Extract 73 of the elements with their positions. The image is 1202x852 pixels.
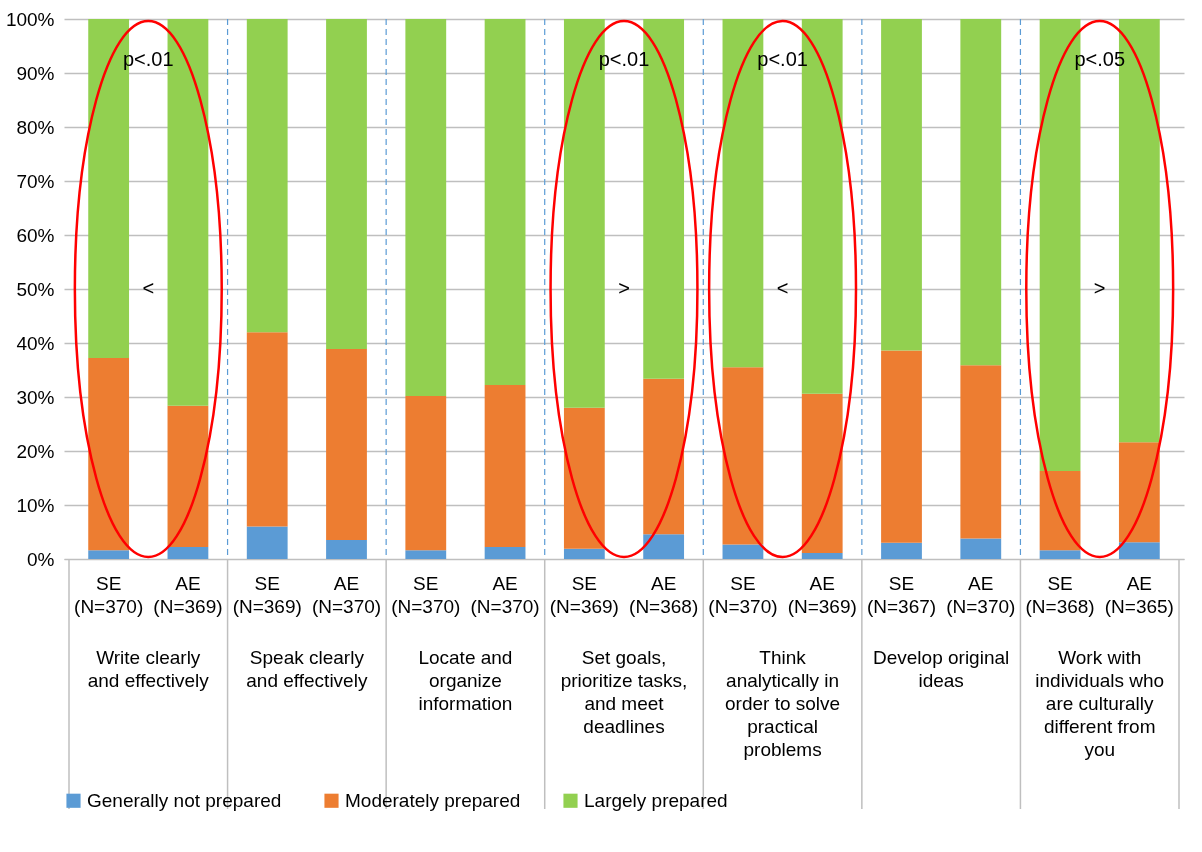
bar: [1039, 470, 1081, 551]
bar: [246, 526, 288, 559]
text: Speak clearly and effectively: [246, 647, 368, 691]
text: Locate and organize information: [418, 647, 513, 714]
bar: [326, 19, 367, 349]
bar: [960, 365, 1002, 539]
x-tick-label: AE (N=369): [153, 573, 223, 617]
bar: [563, 548, 605, 559]
y-tick-label: 80%: [16, 116, 55, 138]
bar: [326, 348, 367, 541]
y-tick-label: 50%: [16, 278, 55, 300]
y-tick-label: 30%: [16, 386, 55, 408]
y-tick-label: 20%: [16, 440, 55, 462]
text: Think analytically in order to solve practical problems: [725, 647, 841, 760]
text: Work with individuals who are culturally different from you: [1035, 647, 1165, 760]
x-tick-label: AE (N=369): [787, 573, 857, 617]
legend-label: Generally not prepared: [87, 789, 282, 811]
x-tick-label: AE (N=368): [629, 573, 699, 617]
y-tick-label: 70%: [16, 170, 55, 192]
bar: [643, 378, 685, 535]
bar: [1118, 442, 1160, 543]
bar: [722, 367, 764, 545]
bar: [484, 385, 526, 548]
x-tick-label: SE (N=368): [1025, 573, 1095, 617]
bar: [246, 332, 288, 527]
bar: [167, 405, 209, 548]
x-tick-label: SE (N=369): [549, 573, 619, 617]
bar: [88, 550, 130, 559]
x-tick-label: SE (N=367): [866, 573, 937, 617]
bar: [801, 393, 843, 554]
x-tick-label: SE (N=370): [74, 573, 144, 617]
legend-label: Moderately prepared: [345, 789, 521, 811]
text: Set goals, prioritize tasks, and meet deadlines: [560, 647, 688, 737]
x-tick-label: AE (N=370): [311, 573, 382, 617]
bar: [881, 19, 922, 351]
annotation: >: [618, 277, 630, 299]
bar: [326, 540, 367, 559]
bar: [643, 534, 685, 559]
bar: [801, 553, 843, 559]
bar: [1118, 542, 1160, 559]
bar: [484, 547, 526, 559]
bar: [881, 542, 922, 559]
y-tick-label: 100%: [5, 8, 55, 30]
bar: [405, 550, 447, 559]
annotation: <: [142, 277, 155, 299]
x-tick-label: SE (N=369): [232, 573, 302, 617]
bar: [722, 544, 764, 559]
bar: [167, 547, 209, 559]
x-tick-label: SE (N=370): [391, 573, 461, 617]
y-tick-label: 0%: [27, 548, 55, 570]
x-tick-label: AE (N=370): [946, 573, 1016, 617]
bar: [88, 358, 130, 551]
annotation: <: [776, 277, 789, 299]
y-tick-label: 40%: [16, 332, 55, 354]
legend-label: Largely prepared: [584, 789, 728, 811]
x-tick-label: AE (N=370): [470, 573, 540, 617]
bar: [881, 350, 922, 543]
x-tick-label: AE (N=365): [1104, 573, 1174, 617]
bar: [1039, 550, 1081, 559]
text: Write clearly and effectively: [87, 647, 210, 691]
y-tick-label: 90%: [16, 62, 55, 84]
y-tick-label: 10%: [16, 494, 55, 516]
bar: [960, 538, 1002, 559]
bar: [960, 19, 1002, 366]
text: Develop original ideas: [873, 647, 1010, 691]
y-tick-label: 60%: [16, 224, 55, 246]
bar: [563, 407, 605, 549]
x-tick-label: SE (N=370): [708, 573, 778, 617]
bar: [405, 395, 447, 551]
bar: [405, 19, 447, 396]
bar: [484, 19, 526, 386]
annotation: >: [1093, 277, 1106, 299]
bar: [246, 19, 288, 333]
